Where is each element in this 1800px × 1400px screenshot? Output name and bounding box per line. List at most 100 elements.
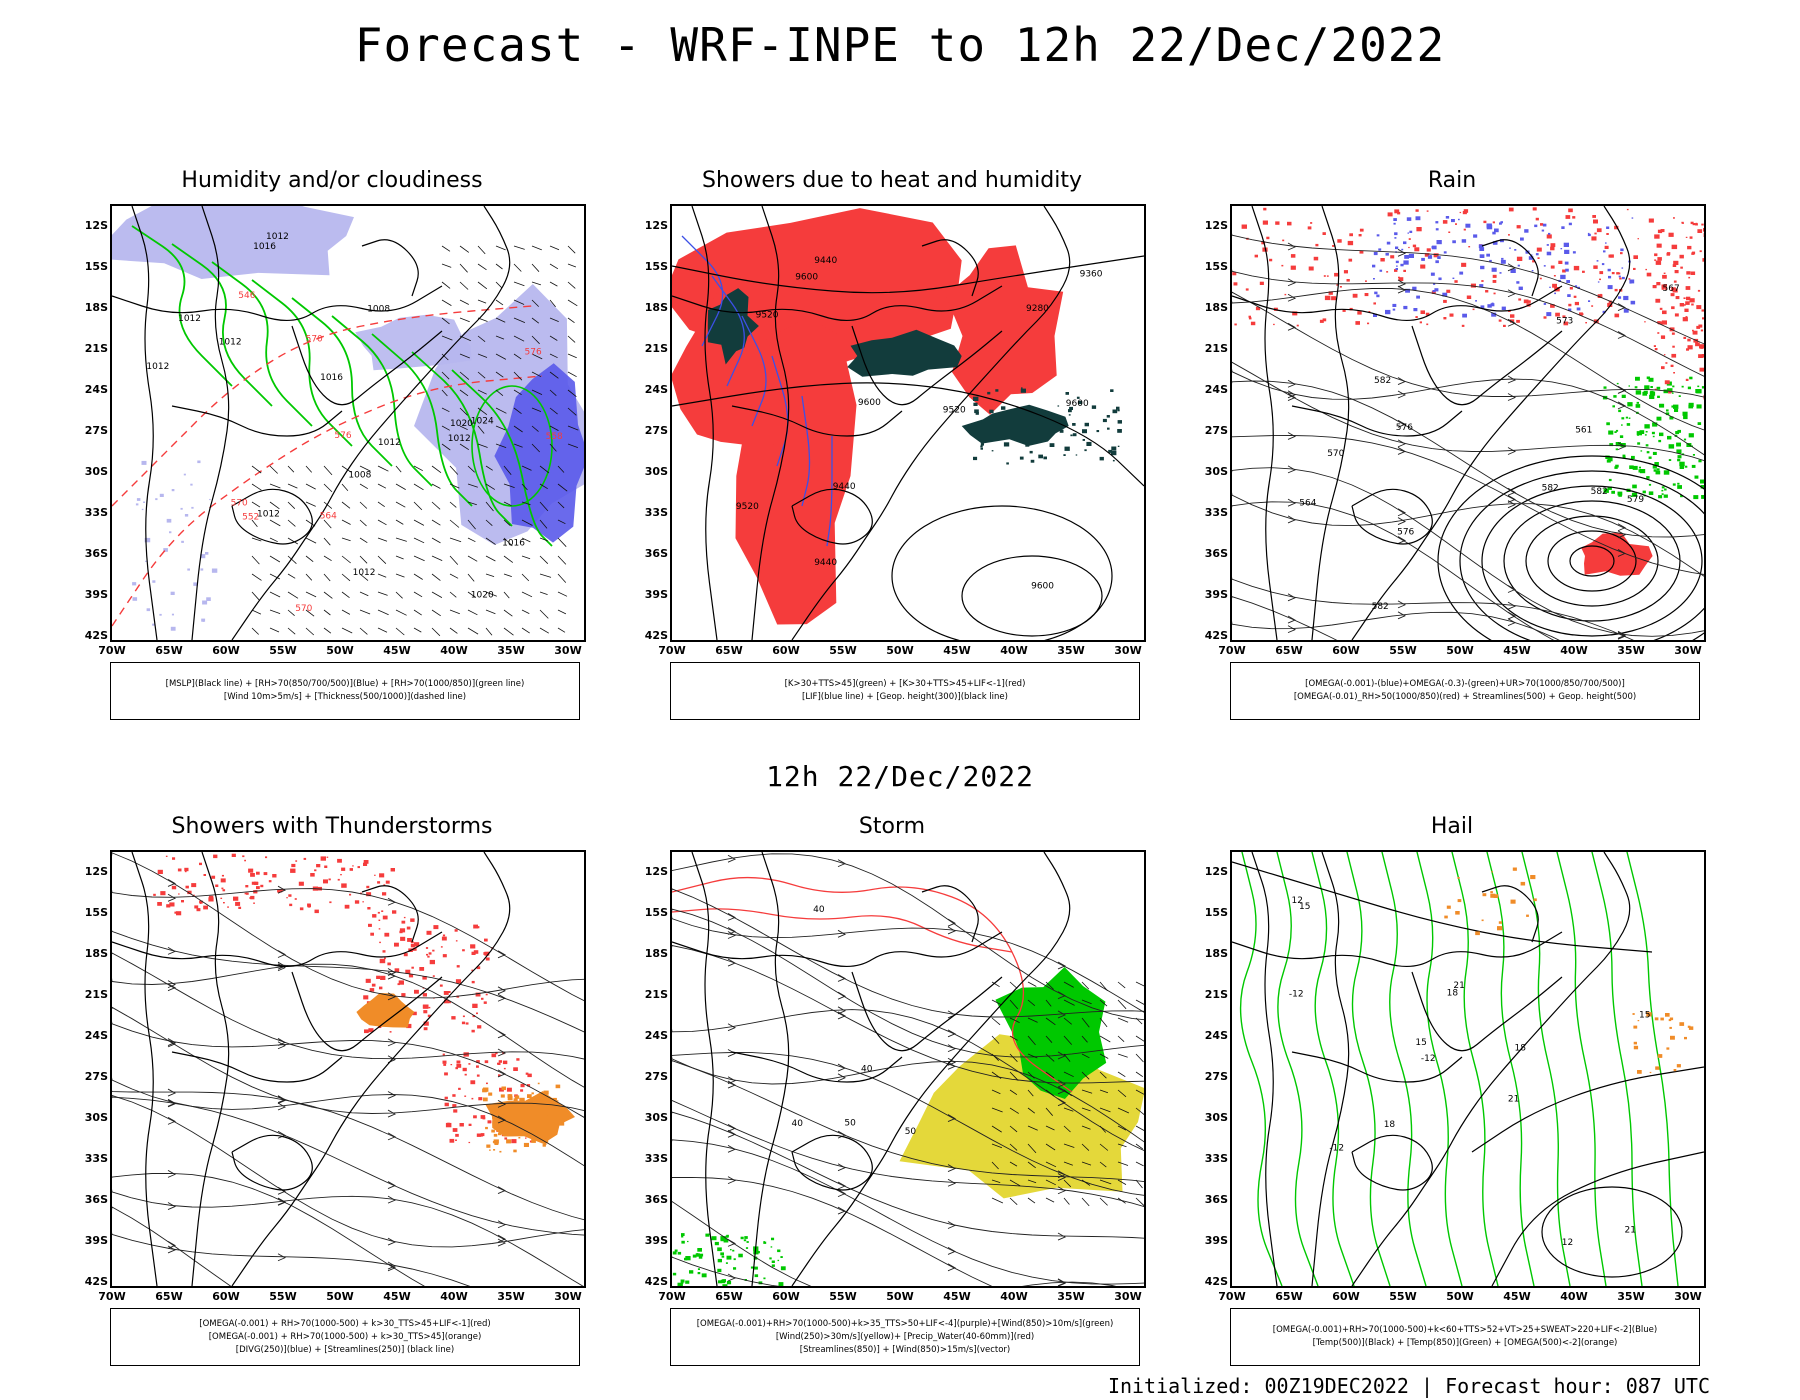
panel-title: Storm xyxy=(858,814,926,839)
latitude-label: 18S xyxy=(84,947,108,960)
contour-label: 1012 xyxy=(353,568,376,578)
contour-label: 576 xyxy=(525,348,542,358)
contour-label: 9520 xyxy=(736,502,759,512)
2 xyxy=(751,206,790,640)
2.2 xyxy=(791,1134,873,1191)
contour-label: 18 xyxy=(1384,1120,1396,1130)
latitude-label: 12S xyxy=(644,865,668,878)
contour-label: 9600 xyxy=(795,273,818,283)
longitude-label: 70W xyxy=(98,644,126,657)
longitude-label: 70W xyxy=(1218,644,1246,657)
contour-label: 1012 xyxy=(378,438,401,448)
latitude-label: 24S xyxy=(644,383,668,396)
longitude-label: 60W xyxy=(1332,644,1360,657)
showers-field xyxy=(672,291,787,446)
latitude-label: 21S xyxy=(644,342,668,355)
longitude-label: 35W xyxy=(497,644,525,657)
panel-legend: [K>30+TTS>45](green) + [K>30+TTS>45+LIF<… xyxy=(670,662,1140,720)
map-panel: Showers due to heat and humidity 9600 9600… xyxy=(622,168,1162,728)
latitude-label: 21S xyxy=(1204,988,1228,1001)
legend-line: [OMEGA(-0.001)+RH>70(1000-500)+k<60+TTS>… xyxy=(1272,1325,1658,1335)
contour-label: 9280 xyxy=(1026,304,1049,314)
legend-line: [Temp(500)](Black) + [Temp(850)](Green) … xyxy=(1312,1338,1618,1348)
contour-label: 567 xyxy=(1663,284,1680,294)
valid-time-title: 12h 22/Dec/2022 xyxy=(766,760,1034,793)
longitude-label: 50W xyxy=(326,1290,354,1303)
contour-label: 576 xyxy=(1397,527,1414,537)
2.2 xyxy=(791,206,1071,640)
streamlines xyxy=(112,852,584,1286)
2 xyxy=(191,206,230,640)
longitude-label: 30W xyxy=(554,1290,582,1303)
contour-label: 570 xyxy=(295,604,312,614)
longitude-label: 60W xyxy=(772,1290,800,1303)
coastline-and-borders xyxy=(672,206,1071,640)
panel-title: Showers with Thunderstorms xyxy=(171,814,493,839)
contour-label: 15 xyxy=(1639,1010,1650,1020)
latitude-label: 42S xyxy=(1204,1275,1228,1288)
contour-label: 582 xyxy=(1372,602,1389,612)
contour-label: 9440 xyxy=(833,482,856,492)
longitude-label: 50W xyxy=(886,644,914,657)
2 xyxy=(751,852,790,1286)
latitude-label: 18S xyxy=(644,301,668,314)
temp850-contour xyxy=(1239,852,1283,1286)
contour-label: 21 xyxy=(1625,1226,1636,1236)
1.8 xyxy=(361,885,419,943)
contour-label: 9600 xyxy=(1031,582,1054,592)
longitude-label: 30W xyxy=(1674,1290,1702,1303)
2.2 xyxy=(231,852,511,1286)
legend-line: [OMEGA(-0.001) + RH>70(1000-500) + k>30_… xyxy=(199,1318,491,1329)
latitude-label: 39S xyxy=(84,1234,108,1247)
temp500-contour xyxy=(1541,1186,1683,1278)
2 xyxy=(112,285,443,321)
longitude-label: 40W xyxy=(440,1290,468,1303)
legend-line: [Streamlines(850)] + [Wind(850)>15m/s](v… xyxy=(799,1344,1011,1355)
contour-label: 1024 xyxy=(471,417,494,427)
contour-label: 21 xyxy=(1453,981,1464,991)
latitude-label: 36S xyxy=(84,547,108,560)
2.2 xyxy=(1351,206,1631,640)
legend-line: [OMEGA(-0.001) + RH>70(1000-500) + k>30_… xyxy=(208,1331,482,1342)
legend-line: [LIF](blue line) + [Geop. height(300)](b… xyxy=(802,692,1008,702)
contour-label: 50 xyxy=(905,1127,917,1137)
coastline-and-borders xyxy=(1232,206,1631,640)
longitude-label: 40W xyxy=(440,644,468,657)
longitude-label: 55W xyxy=(1389,644,1417,657)
latitude-label: 24S xyxy=(84,1029,108,1042)
contour-label: 40 xyxy=(792,1119,804,1129)
latitude-label: 30S xyxy=(84,465,108,478)
wind-850-shading xyxy=(672,1233,786,1286)
panel-title: Humidity and/or cloudiness xyxy=(181,168,483,193)
latitude-label: 39S xyxy=(84,588,108,601)
panel-legend: [OMEGA(-0.001)-(blue)+OMEGA(-0.3)-(green… xyxy=(1230,662,1700,720)
latitude-label: 39S xyxy=(644,1234,668,1247)
green-contour xyxy=(291,297,393,467)
contour-label: 18 xyxy=(1515,1043,1527,1053)
panel-title: Hail xyxy=(1430,814,1474,839)
longitude-label: 70W xyxy=(658,1290,686,1303)
rh-shading xyxy=(112,206,354,279)
green-contour xyxy=(331,315,433,487)
geop-contour xyxy=(1459,470,1704,640)
panel-legend: [OMEGA(-0.001)+RH>70(1000-500)+k>35_TTS>… xyxy=(670,1308,1140,1366)
geop-contour xyxy=(1547,530,1637,592)
contour-label: 40 xyxy=(861,1065,873,1075)
geop-contour xyxy=(1437,455,1704,640)
contour-label: 1008 xyxy=(348,471,371,481)
legend-line: [Wind(250)>30m/s](yellow)+ [Precip_Water… xyxy=(775,1331,1035,1342)
forecast-map: -12 -12 -12 15 18 21 21 12 15 18 12 15 18 21 xyxy=(1230,850,1706,1288)
rh-shading xyxy=(132,460,218,631)
longitude-label: 30W xyxy=(1674,644,1702,657)
contour-label: 1012 xyxy=(219,337,242,347)
longitude-label: 45W xyxy=(383,644,411,657)
longitude-label: 30W xyxy=(1114,644,1142,657)
2.2 xyxy=(1351,1134,1433,1191)
rh-shading xyxy=(494,363,584,543)
2 xyxy=(112,931,443,967)
contour-label: 9360 xyxy=(1080,269,1103,279)
longitude-label: 35W xyxy=(1617,1290,1645,1303)
2.2 xyxy=(1351,852,1631,1286)
latitude-label: 42S xyxy=(1204,629,1228,642)
contour-label: 1020 xyxy=(471,591,494,601)
